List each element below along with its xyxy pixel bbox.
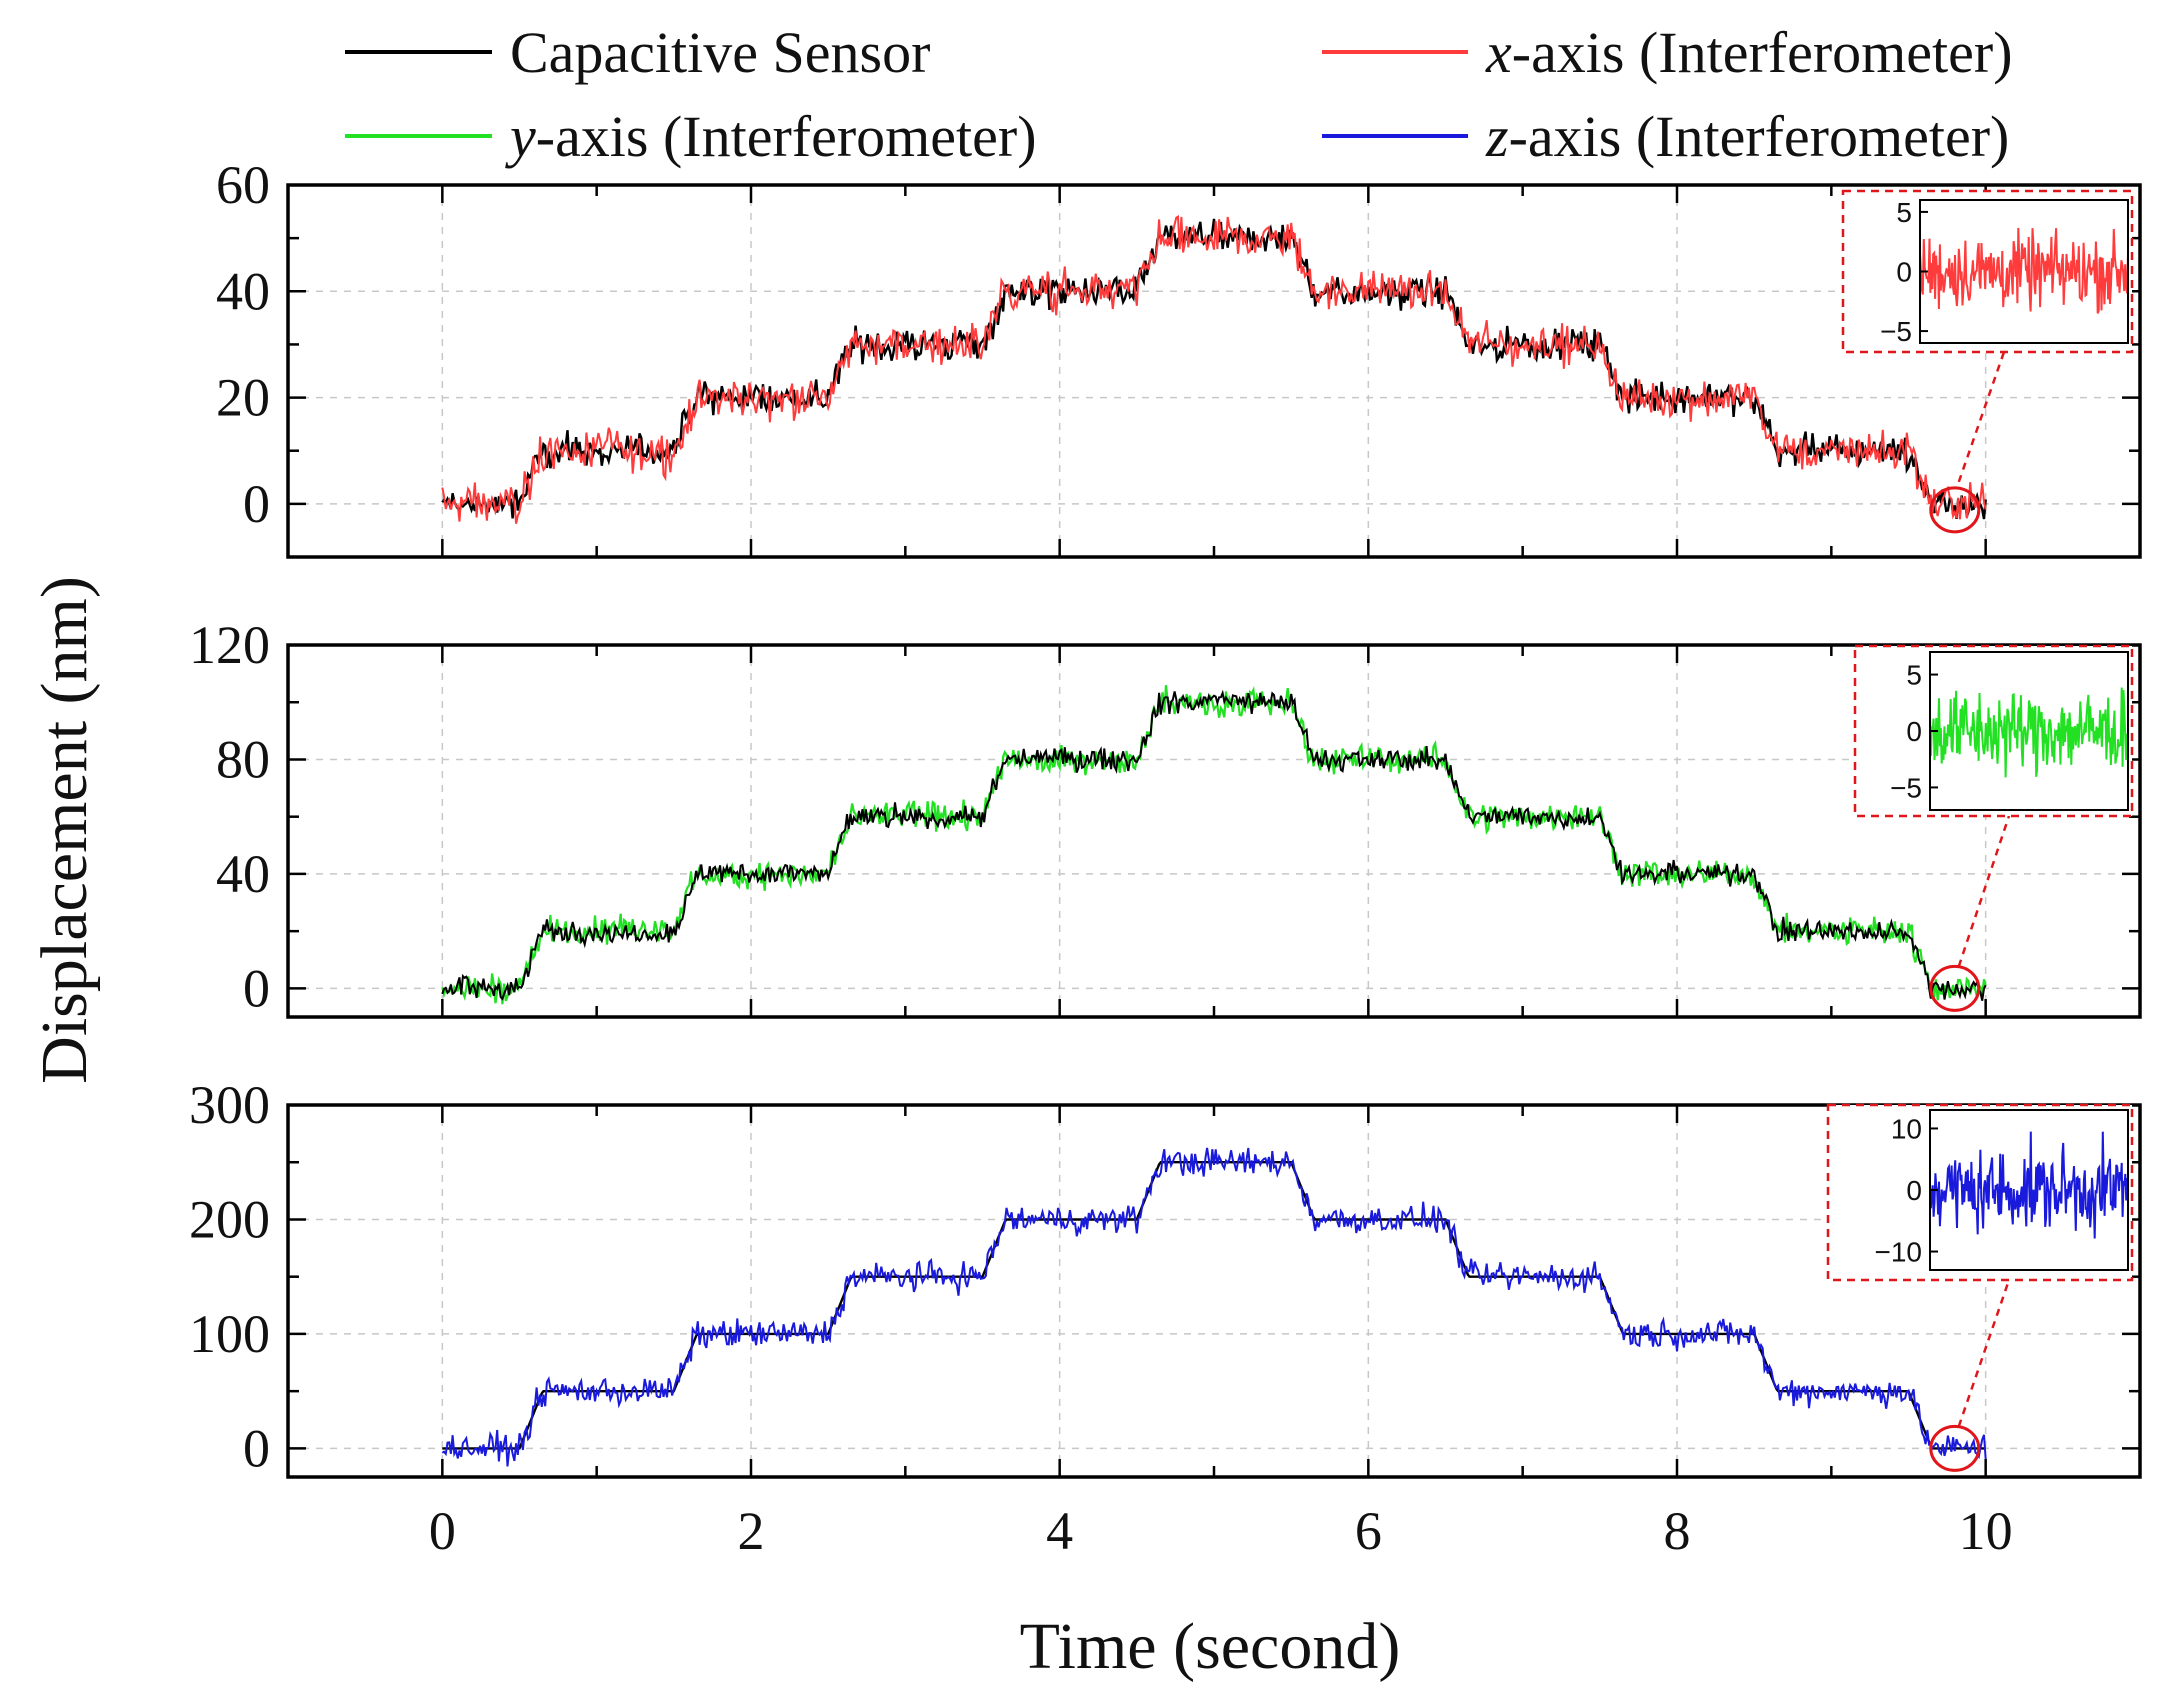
legend: Capacitive Sensor x-axis (Interferometer… xyxy=(345,20,2013,169)
x-axis-title: Time (second) xyxy=(1020,1610,1401,1683)
panel-y: 0 40 80 120 5 0 −5 xyxy=(189,615,2142,1019)
y-tick-label-x-3: 60 xyxy=(216,155,270,215)
y-tick-label-z-3: 300 xyxy=(189,1075,270,1135)
inset-y-tick-label-y-0: 5 xyxy=(1906,660,1922,691)
legend-label-x: x-axis (Interferometer) xyxy=(1485,20,2013,85)
legend-label-capacitive: Capacitive Sensor xyxy=(510,20,930,85)
y-tick-label-x-0: 0 xyxy=(243,474,270,534)
series-x-capacitive xyxy=(441,218,1987,520)
zoom-circle-y xyxy=(1929,964,1981,1012)
y-tick-label-y-3: 120 xyxy=(189,615,270,675)
inset-y-tick-label-x-1: 0 xyxy=(1896,257,1912,288)
x-tick-label-4: 8 xyxy=(1664,1501,1691,1561)
inset-x: 5 0 −5 xyxy=(1841,189,2134,354)
zoom-circle-x xyxy=(1929,486,1981,534)
series-y-interferometer xyxy=(441,685,1987,1005)
legend-entry-capacitive: Capacitive Sensor xyxy=(345,20,930,85)
y-tick-label-x-2: 40 xyxy=(216,261,270,321)
x-tick-label-5: 10 xyxy=(1959,1501,2013,1561)
x-tick-label-3: 6 xyxy=(1355,1501,1382,1561)
y-tick-label-z-1: 100 xyxy=(189,1304,270,1364)
inset-y-tick-label-x-2: −5 xyxy=(1880,316,1912,347)
series-y-capacitive xyxy=(441,689,1987,1001)
x-tick-label-1: 2 xyxy=(738,1501,765,1561)
inset-y-tick-label-z-1: 0 xyxy=(1906,1175,1922,1206)
y-tick-label-x-1: 20 xyxy=(216,368,270,428)
y-tick-label-z-0: 0 xyxy=(243,1418,270,1478)
zoom-connector-z xyxy=(1957,1279,2011,1427)
legend-entry-x: x-axis (Interferometer) xyxy=(1322,20,2013,85)
inset-y: 5 0 −5 xyxy=(1853,644,2134,818)
y-tick-label-z-2: 200 xyxy=(189,1189,270,1249)
x-tick-label-0: 0 xyxy=(429,1501,456,1561)
inset-y-tick-label-y-2: −5 xyxy=(1890,772,1922,803)
panel-x: 0 20 40 60 5 0 −5 xyxy=(216,155,2142,559)
series-x-interferometer xyxy=(441,215,1987,524)
inset-z: 10 0 −10 xyxy=(1826,1103,2134,1282)
inset-series-z xyxy=(1929,1131,2129,1239)
inset-y-tick-label-x-0: 5 xyxy=(1896,197,1912,228)
series-z-interferometer xyxy=(441,1147,1987,1467)
y-axis-title: Displacement (nm) xyxy=(28,576,101,1084)
legend-label-z: z-axis (Interferometer) xyxy=(1485,104,2009,169)
zoom-connector-y xyxy=(1957,815,2011,967)
legend-entry-z: z-axis (Interferometer) xyxy=(1322,104,2009,169)
zoom-connector-x xyxy=(1957,351,2006,483)
x-tick-label-2: 4 xyxy=(1046,1501,1073,1561)
inset-y-tick-label-y-1: 0 xyxy=(1906,716,1922,747)
y-tick-label-y-0: 0 xyxy=(243,958,270,1018)
inset-y-tick-label-z-0: 10 xyxy=(1891,1113,1922,1144)
inset-series-x xyxy=(1919,227,2129,314)
legend-label-y: y-axis (Interferometer) xyxy=(505,104,1037,169)
y-tick-label-y-2: 80 xyxy=(216,729,270,789)
series-z-capacitive xyxy=(442,1161,1986,1450)
legend-entry-y: y-axis (Interferometer) xyxy=(345,104,1037,169)
y-tick-label-y-1: 40 xyxy=(216,844,270,904)
inset-y-tick-label-z-2: −10 xyxy=(1875,1237,1923,1268)
x-tick-labels: 0 2 4 6 8 10 xyxy=(429,1501,2013,1561)
inset-series-y xyxy=(1929,687,2129,778)
zoom-circle-z xyxy=(1929,1424,1981,1472)
